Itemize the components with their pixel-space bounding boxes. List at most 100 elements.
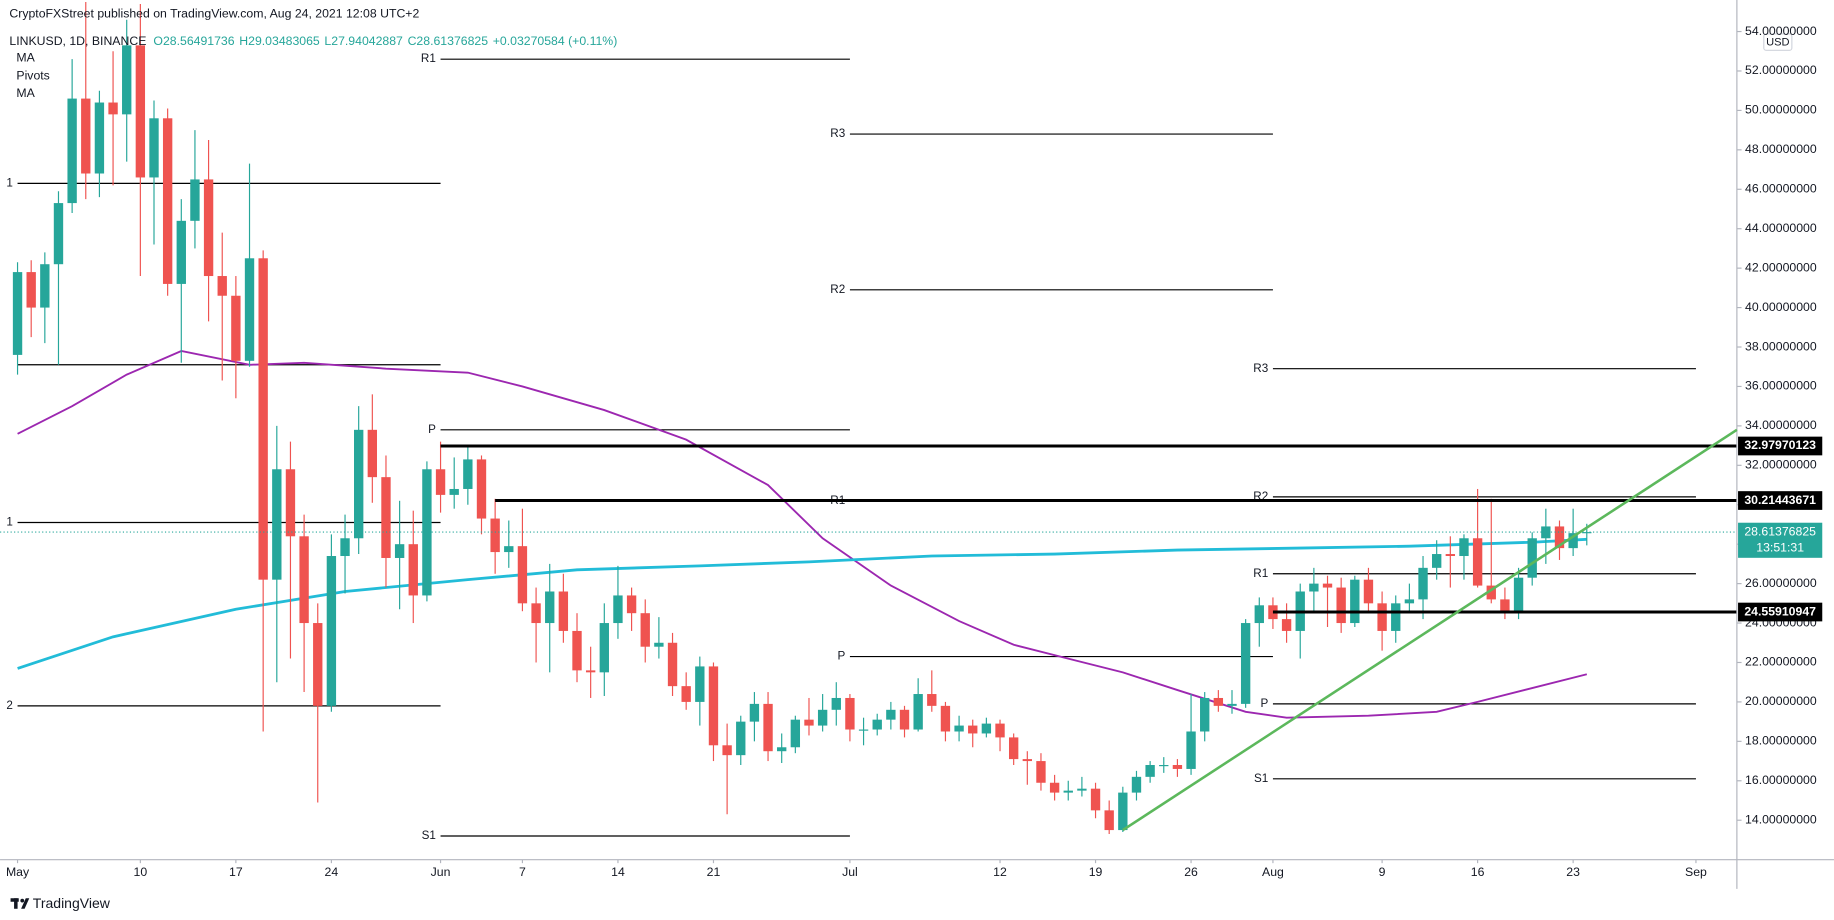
y-tick-label: 22.00000000 <box>1745 655 1817 669</box>
y-tick-label: 36.00000000 <box>1745 379 1817 393</box>
candle-body <box>1104 810 1114 831</box>
pivot-label: S1 <box>1254 772 1268 785</box>
candle-body <box>408 544 418 596</box>
candle-body <box>244 258 255 361</box>
candle-body <box>654 642 664 647</box>
candle-body <box>954 725 964 732</box>
candle-body <box>1172 765 1183 769</box>
x-tick-label: 17 <box>229 865 243 879</box>
y-tick-label: 42.00000000 <box>1745 260 1817 274</box>
candle-body <box>995 723 1005 738</box>
candle-body <box>1077 788 1087 791</box>
candle-body <box>40 264 50 308</box>
brand: TradingView <box>33 895 111 911</box>
y-tick-label: 50.00000000 <box>1745 103 1817 117</box>
candle-body <box>1554 526 1565 549</box>
candle-body <box>1022 759 1032 762</box>
candle-body <box>435 469 446 495</box>
candle-body <box>927 694 937 706</box>
candle-body <box>1200 697 1210 732</box>
candle-body <box>1472 538 1483 586</box>
ohlc-close: C28.61376825 <box>408 34 489 48</box>
candle-body <box>1459 538 1469 557</box>
candle-body <box>94 102 105 174</box>
candle-body <box>749 703 760 722</box>
candle-body <box>681 686 691 702</box>
y-tick-label: 18.00000000 <box>1745 734 1817 748</box>
candle-body <box>504 546 514 553</box>
pivot-label: P <box>428 423 436 436</box>
candle-body <box>585 670 596 673</box>
candle-body <box>1404 599 1415 604</box>
candle-body <box>708 666 719 746</box>
x-tick-label: 24 <box>325 865 339 879</box>
candle-body <box>490 518 500 553</box>
candle-body <box>1486 585 1496 600</box>
indicator-legend[interactable]: Pivots <box>16 68 49 82</box>
publisher: CryptoFXStreet published on TradingView.… <box>9 6 419 20</box>
x-tick-label: 19 <box>1089 865 1103 879</box>
candle-body <box>162 118 173 284</box>
candle-body <box>640 613 650 647</box>
legend-symbol: LINKUSD, 1D, BINANCE O28.56491736 H29.0348… <box>9 34 617 48</box>
candle-body <box>354 429 364 539</box>
candle-body <box>1036 761 1046 783</box>
candle-body <box>176 220 186 284</box>
y-tick-label: 20.00000000 <box>1745 694 1817 708</box>
candle-body <box>1049 782 1060 793</box>
last-price-box <box>1738 522 1823 558</box>
y-tick-label: 32.00000000 <box>1745 458 1817 472</box>
candle-body <box>367 429 378 478</box>
brand-logo <box>10 898 30 909</box>
candle-body <box>968 725 978 734</box>
x-tick-label: Sep <box>1685 865 1707 879</box>
pivot-label: 1 <box>6 516 13 529</box>
currency-box[interactable] <box>1763 33 1793 51</box>
candle-body <box>1227 703 1237 706</box>
candle-body <box>777 747 787 752</box>
indicator-legend[interactable]: MA <box>16 51 35 65</box>
level-axis-label: 32.97970123 <box>1744 438 1816 452</box>
candle-body <box>1350 579 1360 624</box>
candle-body <box>26 272 36 308</box>
candle-body <box>108 102 118 115</box>
candle-body <box>545 591 555 624</box>
y-tick-label: 14.00000000 <box>1745 812 1817 826</box>
x-tick-label: 12 <box>993 865 1007 879</box>
candle-body <box>599 623 609 673</box>
candle-body <box>1336 587 1346 624</box>
candle-body <box>299 536 309 624</box>
candle-body <box>394 544 405 558</box>
ohlc-change: +0.03270584 (+0.11%) <box>493 34 618 48</box>
candle-body <box>1513 577 1524 614</box>
candle-body <box>326 556 337 706</box>
pivot-label: R1 <box>421 52 436 65</box>
candle-body <box>1131 776 1142 793</box>
candle-body <box>67 98 77 204</box>
candle-body <box>1527 538 1537 578</box>
candle-body <box>463 459 473 489</box>
candle-body <box>53 203 64 265</box>
candle-body <box>886 709 896 720</box>
candle-body <box>722 745 732 756</box>
candle-body <box>913 694 923 730</box>
y-tick-label: 34.00000000 <box>1745 418 1817 432</box>
pivot-label: 2 <box>6 699 13 712</box>
candle-body <box>1432 554 1442 568</box>
candle-body <box>1240 623 1251 704</box>
candle-body <box>558 591 569 631</box>
y-tick-label: 52.00000000 <box>1745 63 1817 77</box>
candle-body <box>1008 737 1019 760</box>
candle-body <box>135 45 146 178</box>
last-price-label: 28.61376825 <box>1744 524 1816 538</box>
candle-body <box>1377 603 1387 631</box>
indicator-legend[interactable]: MA <box>16 86 35 100</box>
ohlc-high: H29.03483065 <box>239 34 320 48</box>
candle-body <box>1145 765 1155 777</box>
candle-body <box>626 595 637 614</box>
candle-body <box>858 729 869 731</box>
candle-body <box>149 118 159 178</box>
